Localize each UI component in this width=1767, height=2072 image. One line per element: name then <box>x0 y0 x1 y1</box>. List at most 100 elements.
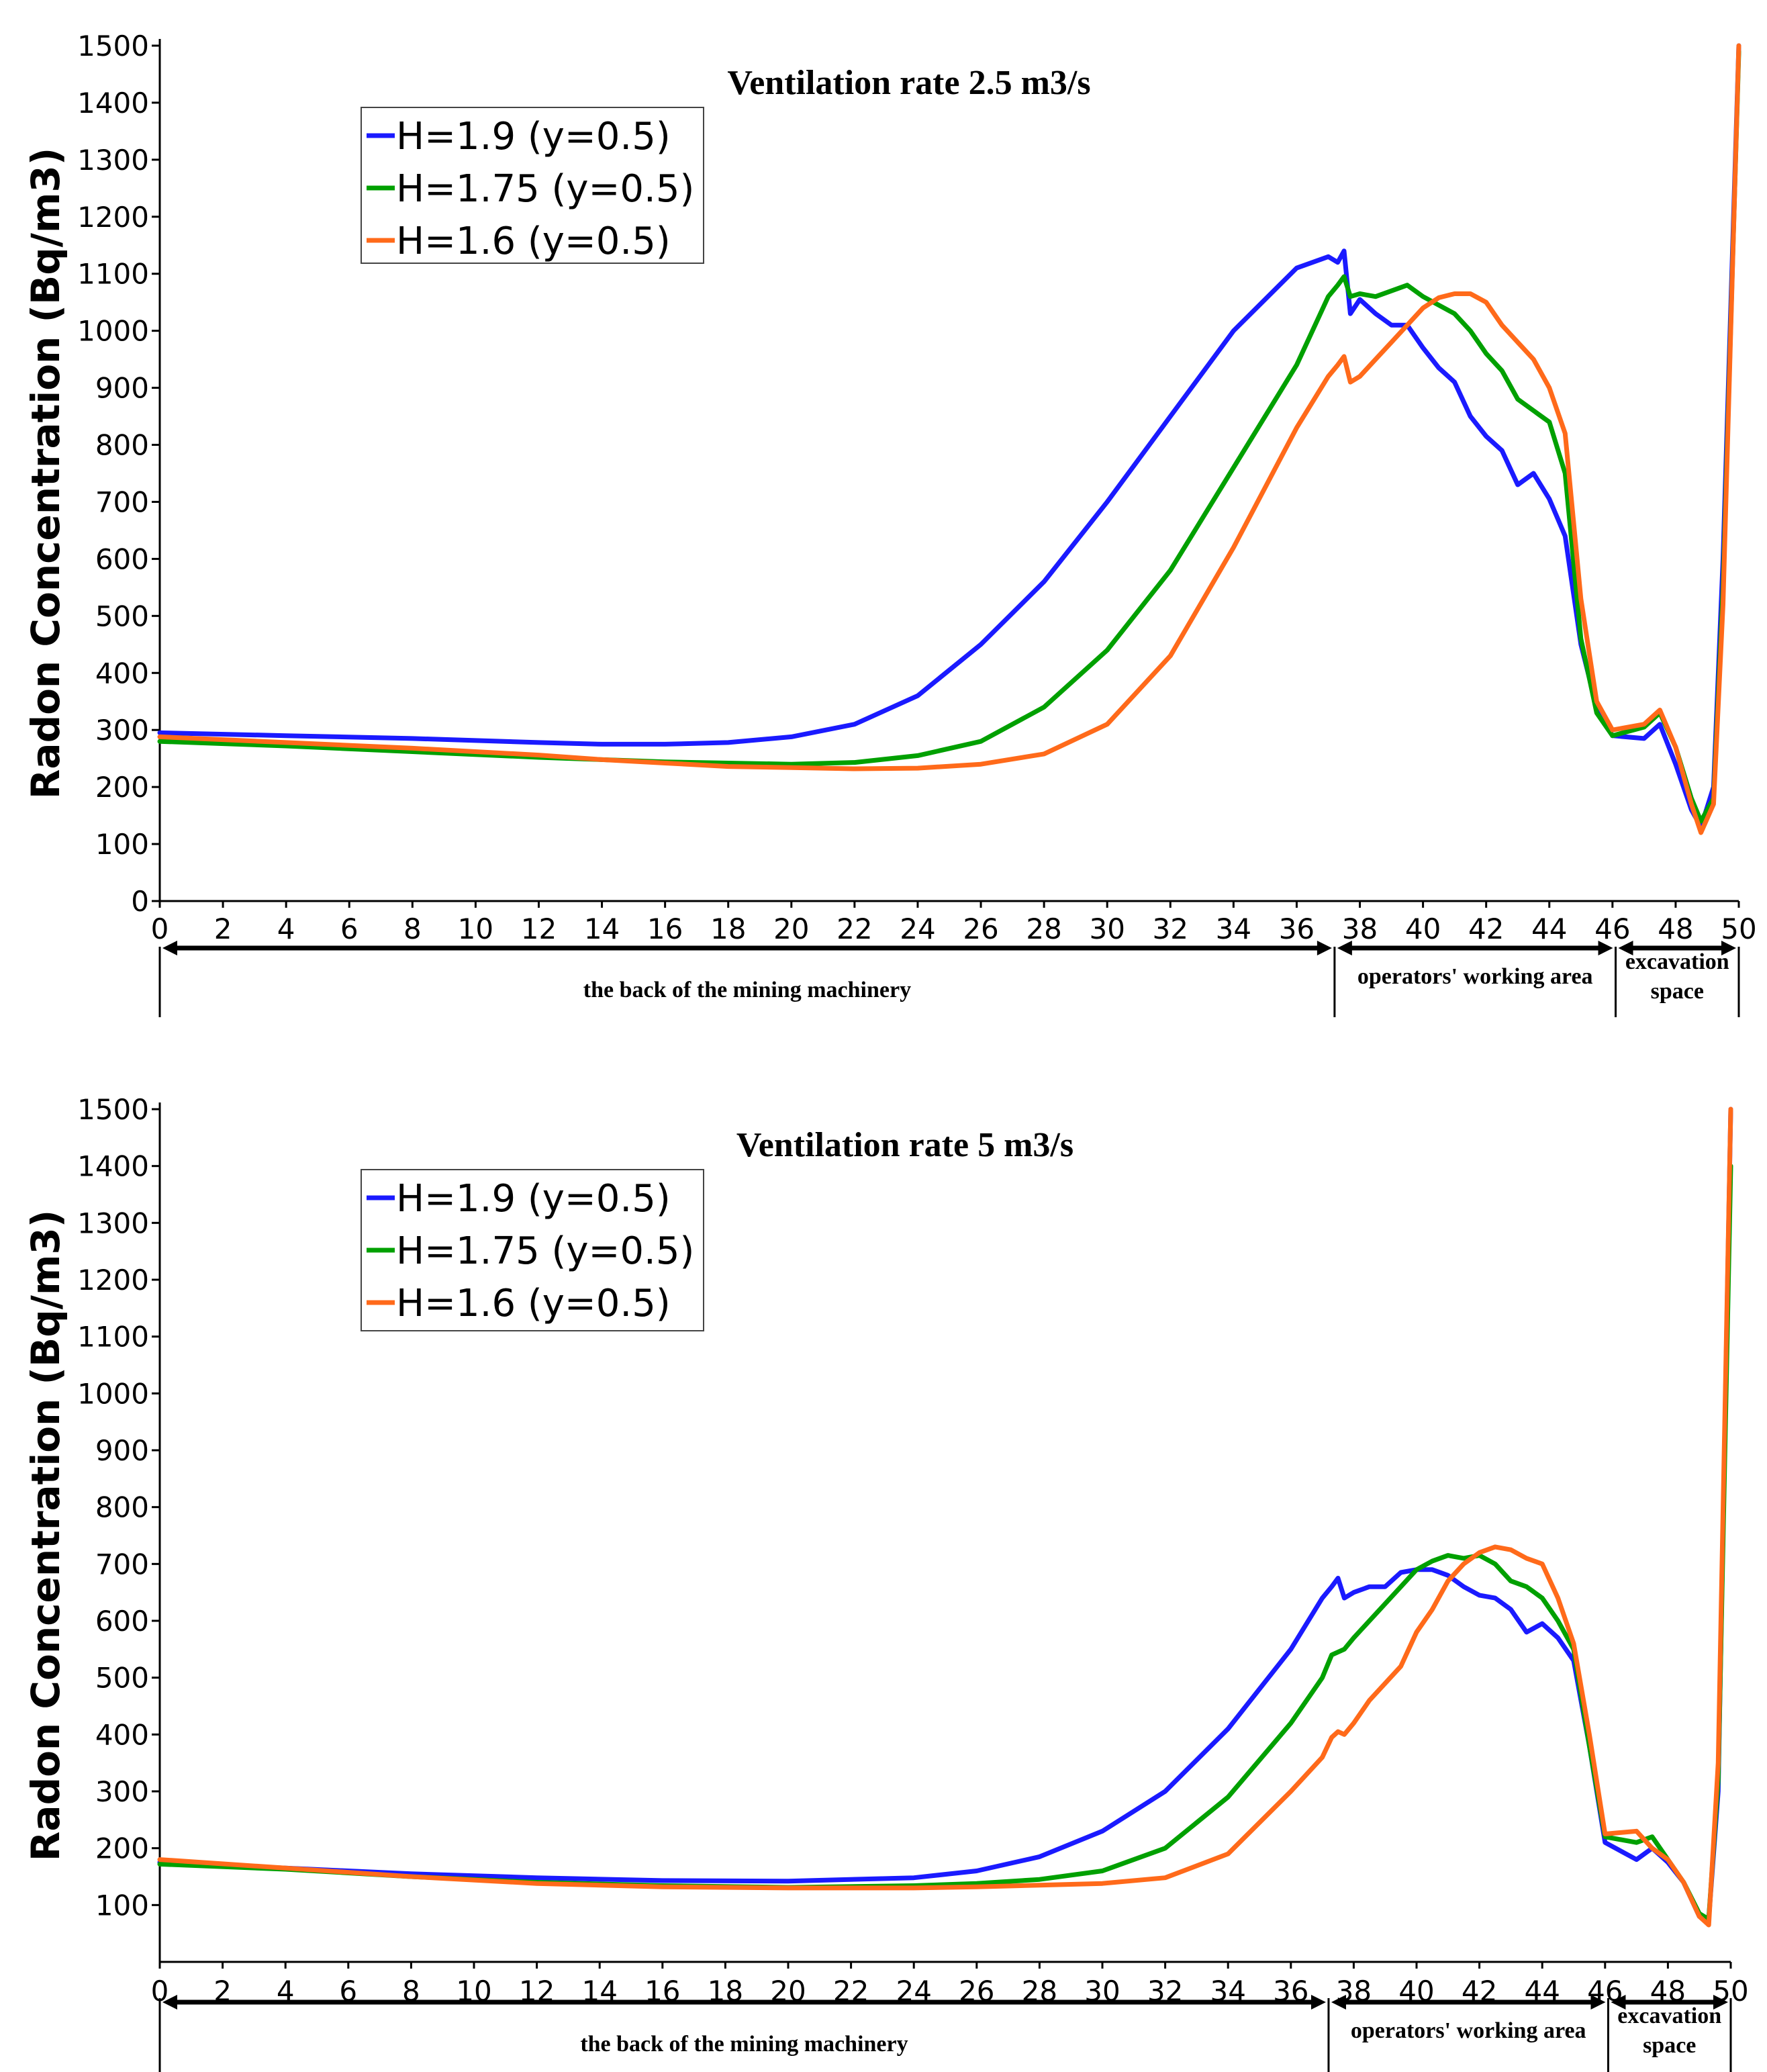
zone-arrow-head-left <box>1331 1995 1346 2010</box>
x-tick-label: 0 <box>151 912 169 945</box>
x-tick-label: 34 <box>1216 912 1251 945</box>
legend-entry: H=1.9 (y=0.5) <box>396 115 671 158</box>
zone-label-excavation: excavation <box>1625 949 1729 974</box>
zone-arrow-head-left <box>1618 941 1633 955</box>
series-line-2 <box>157 1164 1733 1922</box>
y-tick-label: 800 <box>95 1491 149 1524</box>
x-tick-label: 12 <box>521 912 557 945</box>
zone-label-space: space <box>1651 979 1704 1004</box>
y-tick-label: 0 <box>131 885 149 918</box>
x-tick-label: 50 <box>1721 912 1756 945</box>
y-tick-label: 600 <box>95 543 149 575</box>
y-tick-label: 1400 <box>77 1150 149 1183</box>
y-tick-label: 1300 <box>77 1207 149 1239</box>
zone-arrow-head-left <box>162 1995 177 2010</box>
y-tick-label: 1100 <box>77 1321 149 1354</box>
x-tick-label: 16 <box>647 912 683 945</box>
y-tick-label: 1300 <box>77 144 149 177</box>
legend-entry: H=1.6 (y=0.5) <box>396 220 671 263</box>
x-tick-label: 10 <box>458 912 493 945</box>
chart-1: 0100200300400500600700800900100011001200… <box>23 30 1757 1017</box>
x-tick-label: 28 <box>1026 912 1061 945</box>
legend-entry: H=1.75 (y=0.5) <box>396 167 694 211</box>
legend: H=1.9 (y=0.5) H=1.75 (y=0.5) H=1.6 (y=0.5) <box>361 1169 704 1331</box>
zone-label-machinery-back: the back of the mining machinery <box>583 978 911 1002</box>
series-line-3 <box>157 1106 1733 1928</box>
y-axis-label: Radon Concentration (Bq/m3) <box>23 1210 68 1861</box>
legend-entry: H=1.9 (y=0.5) <box>396 1177 671 1221</box>
legend-box <box>361 107 704 264</box>
x-tick-label: 36 <box>1279 912 1315 945</box>
legend-box <box>361 1169 704 1331</box>
y-tick-label: 100 <box>95 828 149 861</box>
x-tick-label: 8 <box>403 912 422 945</box>
x-tick-label: 14 <box>584 912 620 945</box>
series-line-1 <box>157 1106 1733 1922</box>
x-tick-label: 46 <box>1594 912 1630 945</box>
x-tick-label: 40 <box>1405 912 1441 945</box>
y-tick-label: 900 <box>95 372 149 405</box>
y-tick-label: 100 <box>95 1889 149 1922</box>
chart-title: Ventilation rate 2.5 m3/s <box>727 64 1090 102</box>
y-tick-label: 900 <box>95 1434 149 1467</box>
chart-title: Ventilation rate 5 m3/s <box>736 1126 1073 1164</box>
legend-entry: H=1.75 (y=0.5) <box>396 1229 694 1273</box>
x-tick-label: 6 <box>340 912 359 945</box>
y-tick-label: 1500 <box>77 30 149 62</box>
x-tick-label: 48 <box>1658 912 1693 945</box>
y-tick-label: 500 <box>95 600 149 632</box>
x-tick-label: 2 <box>214 912 232 945</box>
y-tick-label: 800 <box>95 429 149 462</box>
zone-arrow-head-left <box>162 941 177 955</box>
zone-arrow-head-right <box>1598 941 1613 955</box>
zone-arrow-head-right <box>1590 1995 1606 2010</box>
x-tick-label: 44 <box>1531 912 1567 945</box>
zone-arrow-head-right <box>1310 1995 1326 2010</box>
zone-arrow-head-right <box>1317 941 1332 955</box>
zone-arrow-head-right <box>1721 941 1736 955</box>
y-tick-label: 600 <box>95 1605 149 1638</box>
legend: H=1.9 (y=0.5) H=1.75 (y=0.5) H=1.6 (y=0.5) <box>361 107 704 264</box>
y-tick-label: 200 <box>95 771 149 804</box>
y-tick-label: 400 <box>95 1718 149 1751</box>
chart-2: 100 200 300 400 500 600 700 800 900 1000 1100 1200 1… <box>23 1093 1749 2072</box>
y-tick-label: 700 <box>95 1548 149 1581</box>
series-line-3 <box>157 43 1741 835</box>
zone-label-excavation: excavation <box>1617 2004 1721 2028</box>
y-tick-label: 1000 <box>77 315 149 348</box>
y-tick-label: 1400 <box>77 87 149 120</box>
y-tick-label: 1500 <box>77 1093 149 1126</box>
zone-arrow-head-left <box>1611 1995 1626 2010</box>
y-tick-label: 1100 <box>77 258 149 291</box>
y-tick-label: 400 <box>95 657 149 690</box>
y-tick-label: 1000 <box>77 1377 149 1410</box>
zone-label-space: space <box>1643 2033 1696 2058</box>
x-tick-label: 18 <box>710 912 746 945</box>
x-tick-label: 32 <box>1153 912 1188 945</box>
y-axis-label: Radon Concentration (Bq/m3) <box>23 148 68 799</box>
zone-arrow-head-left <box>1337 941 1352 955</box>
zone-label-working-area: operators' working area <box>1351 2018 1586 2043</box>
x-tick-label: 4 <box>277 912 295 945</box>
x-tick-label: 20 <box>773 912 809 945</box>
zone-label-machinery-back: the back of the mining machinery <box>580 2032 908 2057</box>
y-tick-label: 300 <box>95 714 149 747</box>
legend-entry: H=1.6 (y=0.5) <box>396 1282 671 1325</box>
y-tick-label: 300 <box>95 1775 149 1808</box>
x-tick-label: 42 <box>1468 912 1504 945</box>
zone-arrow-head-right <box>1713 1995 1728 2010</box>
y-tick-label: 1200 <box>77 1264 149 1297</box>
x-tick-label: 26 <box>963 912 998 945</box>
y-tick-label: 500 <box>95 1662 149 1695</box>
y-tick-label: 200 <box>95 1832 149 1865</box>
y-tick-label: 1200 <box>77 201 149 234</box>
y-tick-label: 700 <box>95 485 149 518</box>
x-tick-label: 24 <box>900 912 935 945</box>
series-line-2 <box>157 49 1741 824</box>
x-tick-label: 30 <box>1089 912 1125 945</box>
x-tick-label: 38 <box>1342 912 1378 945</box>
x-tick-label: 22 <box>837 912 872 945</box>
series-line-1 <box>157 43 1741 830</box>
